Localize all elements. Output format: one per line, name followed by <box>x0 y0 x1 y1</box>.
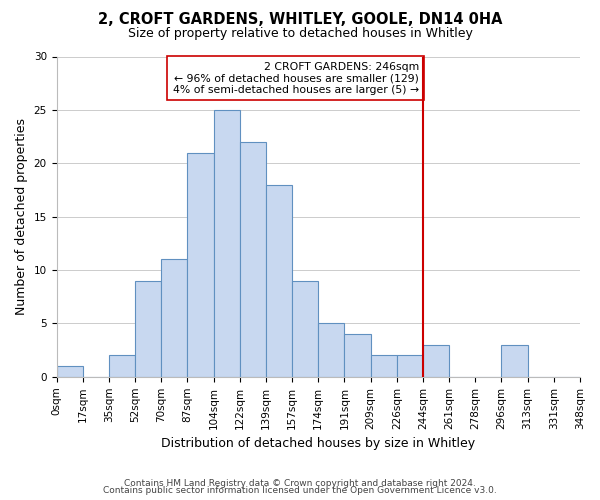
Y-axis label: Number of detached properties: Number of detached properties <box>15 118 28 315</box>
Bar <box>371 356 397 377</box>
Bar <box>397 356 423 377</box>
Bar <box>240 142 266 377</box>
Text: 2, CROFT GARDENS, WHITLEY, GOOLE, DN14 0HA: 2, CROFT GARDENS, WHITLEY, GOOLE, DN14 0… <box>98 12 502 28</box>
Bar <box>266 184 292 377</box>
Bar <box>292 280 318 377</box>
Bar <box>187 152 214 377</box>
Bar <box>135 280 161 377</box>
Bar <box>161 260 187 377</box>
Text: 2 CROFT GARDENS: 246sqm
← 96% of detached houses are smaller (129)
4% of semi-de: 2 CROFT GARDENS: 246sqm ← 96% of detache… <box>173 62 419 95</box>
Text: Contains HM Land Registry data © Crown copyright and database right 2024.: Contains HM Land Registry data © Crown c… <box>124 478 476 488</box>
Text: Contains public sector information licensed under the Open Government Licence v3: Contains public sector information licen… <box>103 486 497 495</box>
Text: Size of property relative to detached houses in Whitley: Size of property relative to detached ho… <box>128 28 472 40</box>
Bar <box>109 356 135 377</box>
X-axis label: Distribution of detached houses by size in Whitley: Distribution of detached houses by size … <box>161 437 475 450</box>
Bar <box>56 366 83 377</box>
Bar <box>344 334 371 377</box>
Bar <box>318 324 344 377</box>
Bar <box>423 345 449 377</box>
Bar <box>502 345 527 377</box>
Bar <box>214 110 240 377</box>
